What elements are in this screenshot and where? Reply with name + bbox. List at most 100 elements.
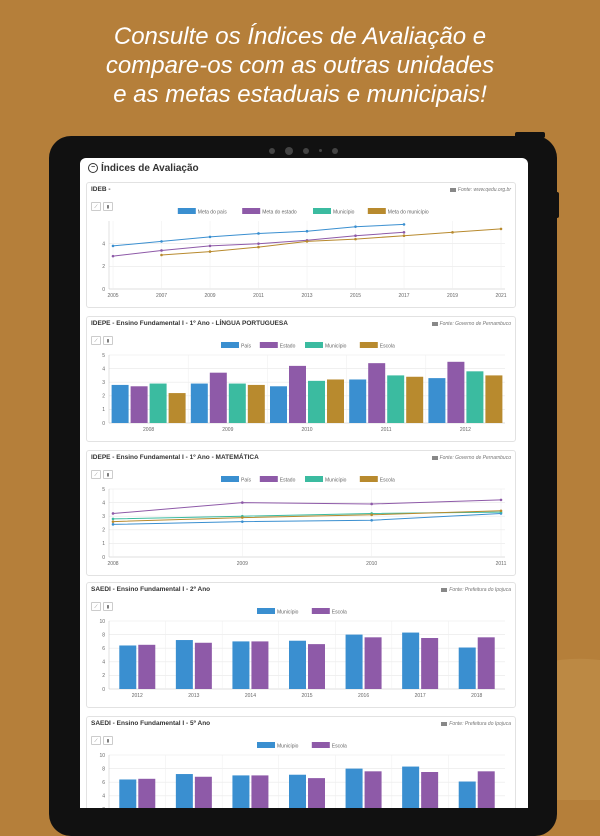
camera-dots bbox=[49, 142, 557, 160]
y-tick-label: 2 bbox=[102, 528, 105, 534]
chart-svg: País Estado Município Escola 0 1 2 3 4 5 2008 2009 2… bbox=[102, 342, 505, 433]
chart-source: Fonte: Governo de Pernambuco bbox=[431, 455, 511, 461]
bar bbox=[421, 638, 439, 689]
headline-line-3: e as metas estaduais e municipais! bbox=[113, 81, 487, 108]
bar-chart-icon[interactable]: ▮ bbox=[103, 470, 113, 479]
y-tick-label: 0 bbox=[102, 421, 105, 427]
legend-label: Município bbox=[325, 344, 347, 350]
y-tick-label: 5 bbox=[102, 487, 105, 493]
legend-label: Estado bbox=[280, 344, 296, 350]
x-tick-label: 2008 bbox=[143, 427, 154, 433]
legend-label: Município bbox=[277, 744, 299, 750]
data-point bbox=[241, 520, 244, 523]
x-tick-label: 2018 bbox=[471, 693, 482, 699]
series-line bbox=[112, 510, 502, 523]
headline-line-1: Consulte os Índices de Avaliação e bbox=[113, 23, 487, 50]
bar bbox=[421, 772, 439, 808]
line-chart-icon[interactable]: ⟋ bbox=[91, 602, 101, 611]
x-tick-label: 2019 bbox=[447, 293, 458, 299]
legend-swatch bbox=[313, 208, 331, 214]
legend-swatch bbox=[221, 476, 239, 482]
legend-label: Município bbox=[277, 610, 299, 616]
data-point bbox=[111, 517, 115, 521]
data-point bbox=[160, 240, 163, 243]
chart-title: SAEDI - Ensino Fundamental I - 2º Ano bbox=[91, 586, 211, 593]
x-tick-label: 2009 bbox=[237, 561, 248, 567]
bar-chart-icon[interactable]: ▮ bbox=[103, 336, 113, 345]
bar bbox=[368, 363, 386, 423]
data-point bbox=[111, 244, 115, 248]
bar bbox=[308, 778, 325, 808]
legend-swatch bbox=[359, 342, 378, 348]
legend-swatch bbox=[259, 342, 278, 348]
chart-source: Fonte: Prefeitura do Ipojuca bbox=[441, 721, 511, 727]
bar bbox=[119, 645, 137, 689]
legend-label: Município bbox=[333, 210, 355, 216]
bar bbox=[428, 378, 446, 423]
collapse-icon[interactable]: − bbox=[88, 163, 98, 174]
legend-label: Estado bbox=[280, 478, 296, 484]
line-chart-icon[interactable]: ⟋ bbox=[91, 202, 101, 211]
chart-card: País Estado Município Escola 0 1 2 3 4 5 2008 2009 2… bbox=[86, 316, 516, 442]
bar bbox=[138, 644, 156, 689]
legend-swatch bbox=[259, 476, 278, 482]
chart-type-toggle: ⟋ ▮ bbox=[91, 729, 115, 747]
bar bbox=[209, 372, 227, 423]
x-tick-label: 2015 bbox=[301, 693, 312, 699]
bar bbox=[190, 383, 208, 423]
bar-chart-icon[interactable]: ▮ bbox=[103, 202, 113, 211]
chart-source: Fonte: Prefeitura do Ipojuca bbox=[441, 587, 511, 593]
chart-card: Município Escola 0 2 4 6 8 10 2012 2013 2014 2015 20… bbox=[86, 582, 516, 708]
chart-legend: Município Escola bbox=[257, 742, 347, 750]
chart-svg: Município Escola 0 2 4 6 8 10 2012 2013 2014 2015 20… bbox=[99, 608, 505, 699]
x-tick-label: 2011 bbox=[496, 561, 507, 567]
data-point bbox=[111, 512, 115, 515]
source-icon bbox=[431, 321, 438, 326]
legend-label: Meta do estado bbox=[262, 210, 297, 216]
chart-source: Fonte: Governo de Pernambuco bbox=[431, 321, 511, 327]
line-chart-icon[interactable]: ⟋ bbox=[91, 736, 101, 745]
source-text: Fonte: www.qedu.org.br bbox=[457, 187, 511, 193]
data-point bbox=[499, 509, 503, 513]
chart-card: País Estado Município Escola 0 1 2 3 4 5 2008 2009 2… bbox=[86, 450, 516, 576]
line-chart-icon[interactable]: ⟋ bbox=[91, 336, 101, 345]
legend-label: Escola bbox=[380, 344, 395, 350]
chart-source: Fonte: www.qedu.org.br bbox=[449, 187, 511, 193]
chart-legend: País Estado Município Escola bbox=[221, 342, 395, 350]
x-tick-label: 2011 bbox=[253, 293, 264, 299]
bar bbox=[168, 393, 186, 423]
data-point bbox=[305, 229, 309, 233]
chart-type-toggle: ⟋ ▮ bbox=[91, 329, 115, 347]
source-icon bbox=[449, 187, 456, 192]
y-tick-label: 4 bbox=[102, 366, 105, 372]
bar bbox=[175, 640, 193, 689]
y-tick-label: 2 bbox=[102, 673, 105, 679]
bar bbox=[194, 642, 212, 689]
volume-button bbox=[554, 192, 559, 218]
section-header[interactable]: − Índices de Avaliação bbox=[88, 163, 199, 174]
bar bbox=[345, 768, 363, 808]
bar bbox=[232, 775, 250, 808]
bar bbox=[477, 771, 495, 808]
chart-legend: Meta do país Meta do estado Município Meta … bbox=[177, 208, 429, 216]
y-tick-label: 8 bbox=[102, 632, 105, 638]
data-point bbox=[208, 250, 212, 253]
data-point bbox=[208, 244, 212, 248]
y-tick-label: 6 bbox=[102, 646, 105, 652]
bar bbox=[447, 361, 465, 423]
bar-chart-icon[interactable]: ▮ bbox=[103, 602, 113, 611]
source-text: Fonte: Governo de Pernambuco bbox=[439, 455, 511, 461]
bar-chart-icon[interactable]: ▮ bbox=[103, 736, 113, 745]
data-point bbox=[305, 240, 309, 243]
x-tick-label: 2016 bbox=[358, 693, 369, 699]
data-point bbox=[111, 523, 115, 526]
chart-svg: País Estado Município Escola 0 1 2 3 4 5 2008 2009 2… bbox=[102, 476, 507, 567]
bar bbox=[406, 376, 424, 423]
chart-title: SAEDI - Ensino Fundamental I - 5º Ano bbox=[91, 720, 211, 727]
chart-legend: Município Escola bbox=[257, 608, 347, 616]
legend-swatch bbox=[311, 608, 330, 614]
source-icon bbox=[441, 587, 448, 592]
legend-label: Escola bbox=[380, 478, 395, 484]
y-tick-label: 3 bbox=[102, 514, 105, 520]
line-chart-icon[interactable]: ⟋ bbox=[91, 470, 101, 479]
